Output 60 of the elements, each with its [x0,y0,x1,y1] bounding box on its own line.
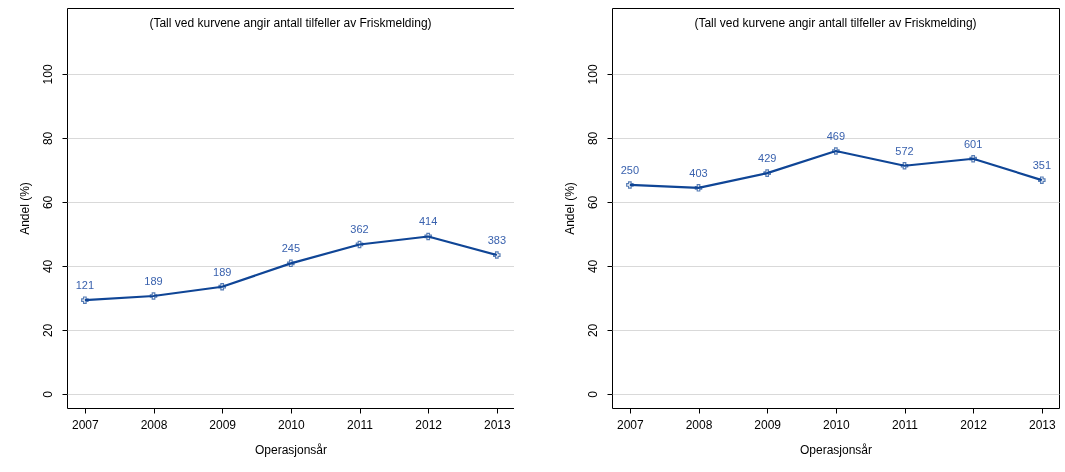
point [424,232,432,241]
x-tick-label: 2009 [209,417,237,432]
point [287,259,295,268]
annotation: 351 [1032,159,1052,172]
x-tick-label: 2010 [822,417,851,432]
y-axis-title: Andel (%) [17,182,32,235]
x-tick-label: 2008 [140,417,168,432]
y-tick-label: 80 [40,131,55,146]
point [218,282,226,291]
y-tick-label: 40 [40,259,55,274]
y-tick-label: 100 [585,64,600,85]
y-tick-label: 20 [585,323,600,338]
point [763,169,771,177]
y-tick-label: 40 [585,259,600,274]
point [900,162,909,170]
annotation: 403 [689,166,708,179]
x-tick-label: 2013 [1028,417,1056,432]
y-tick-label: 0 [585,390,600,398]
x-axis-title: Operasjonsår [799,442,873,457]
y-tick-label: 60 [40,195,55,210]
annotation: 121 [75,279,95,292]
y-tick-label: 0 [40,390,55,398]
annotation: 362 [350,223,369,236]
x-tick-label: 2013 [483,417,511,432]
point [694,184,703,192]
annotation: 189 [144,275,163,287]
annotation: 572 [895,144,914,157]
x-tick-label: 2012 [415,417,443,432]
x-tick-label: 2009 [754,417,782,432]
x-tick-label: 2012 [960,417,988,432]
annotation: 429 [758,152,777,165]
x-tick-label: 2011 [347,417,374,432]
annotation: 250 [620,163,640,176]
annotation: 601 [963,137,983,150]
annotation: 189 [213,265,232,278]
annotation: 414 [418,215,438,228]
x-tick-label: 2007 [617,417,645,432]
point [149,292,158,300]
x-axis-title: Operasjonsår [254,442,328,457]
point [626,181,634,189]
annotation: 469 [826,130,846,143]
point [355,240,364,249]
point [969,154,977,163]
y-tick-label: 100 [40,64,55,85]
x-tick-label: 2007 [72,417,100,432]
text: (Tall ved kurvene angir antall tilfeller av Friskmelding) [149,16,432,30]
x-tick-label: 2008 [685,417,713,432]
y-tick-label: 60 [585,195,600,210]
x-tick-label: 2010 [277,417,306,432]
y-axis-title: Andel (%) [562,182,577,235]
x-tick-label: 2011 [892,417,919,432]
point [493,251,501,259]
point [81,296,89,304]
annotation: 383 [487,234,507,247]
text: (Tall ved kurvene angir antall tilfeller av Friskmelding) [694,16,977,30]
annotation: 245 [281,242,301,255]
point [1038,176,1046,184]
y-tick-label: 80 [585,131,600,146]
y-tick-label: 20 [40,323,55,338]
point [832,147,840,155]
